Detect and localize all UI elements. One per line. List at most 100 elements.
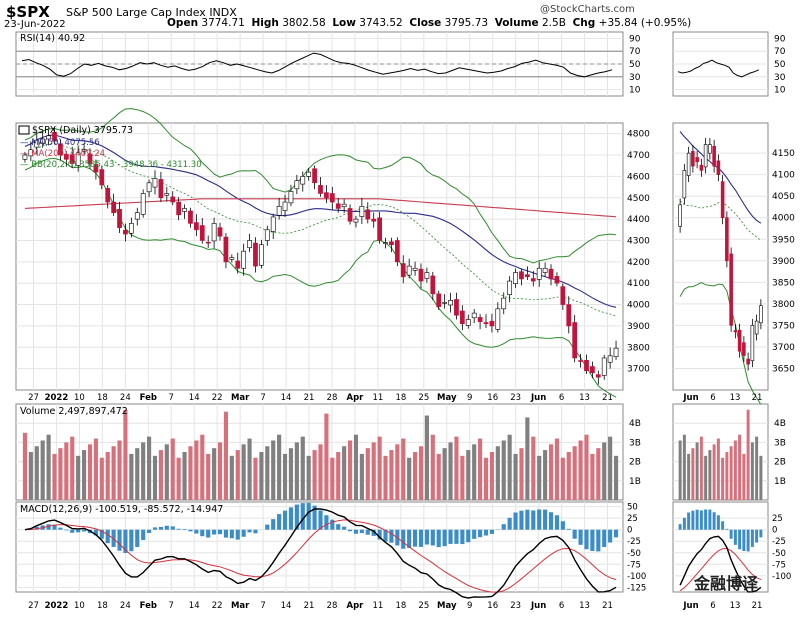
macd-histogram-bar	[389, 529, 394, 543]
zoom-price-tick-label: 3650	[772, 364, 795, 374]
zoom-price-tick-label: 4000	[772, 214, 795, 224]
candle-body	[217, 227, 223, 237]
candle-body	[554, 276, 560, 284]
candle-body	[471, 312, 477, 319]
price-tick-label: 4600	[627, 172, 650, 182]
candle-body	[134, 212, 140, 220]
price-tick-label: 4300	[627, 236, 650, 246]
zoom-macd-histogram-bar	[678, 524, 682, 530]
zoom-price-tick-label: 4100	[772, 171, 795, 181]
zoom-price-tick-label: 3700	[772, 343, 795, 353]
volume-bar	[543, 450, 548, 500]
price-x-tick-label: Feb	[140, 393, 157, 403]
quote-line: Open 3774.71 High 3802.58 Low 3743.52 Cl…	[167, 17, 692, 29]
volume-bar	[513, 453, 518, 500]
zoom-volume-bar	[746, 409, 750, 500]
volume-bar	[105, 452, 110, 500]
macd-histogram-bar	[454, 529, 459, 544]
price-x-tick-label: 7	[260, 393, 265, 403]
macd-x-tick-label: 25	[418, 601, 429, 611]
price-x-tick-label: 14	[189, 393, 200, 403]
candle-body	[513, 272, 518, 284]
volume-bar	[608, 436, 613, 500]
price-tick-label: 4000	[627, 301, 650, 311]
volume-bar	[259, 452, 264, 500]
volume-bar	[537, 455, 542, 500]
macd-histogram-bar	[152, 527, 158, 530]
rsi-line	[21, 52, 613, 78]
macd-histogram-bar	[602, 529, 607, 547]
volume-bar	[495, 446, 500, 500]
volume-bar	[141, 442, 146, 500]
zoom-macd-tick-label: -50	[772, 549, 786, 559]
zoom-candle-body	[703, 144, 708, 168]
macd-histogram-bar	[566, 528, 571, 530]
zoom-macd-histogram-bar	[691, 510, 695, 530]
volume-bar	[489, 452, 494, 500]
price-x-tick-label: Mar	[231, 393, 250, 403]
zoom-volume-bar	[704, 455, 708, 500]
macd-histogram-bar	[365, 529, 370, 535]
macd-x-tick-label: 6	[559, 601, 564, 611]
macd-histogram-bar	[58, 527, 63, 530]
candle-body	[152, 178, 158, 188]
candle-body	[335, 203, 341, 209]
candle-body	[400, 263, 406, 278]
volume-bar	[170, 438, 175, 500]
candle-body	[495, 308, 501, 330]
macd-histogram-bar	[52, 524, 57, 530]
volume-bar	[554, 438, 560, 500]
macd-histogram-bar	[282, 510, 288, 530]
volume-bar	[584, 434, 589, 500]
volume-tick-label: 2B	[629, 458, 641, 468]
volume-bar	[182, 452, 187, 500]
candle-body	[353, 218, 359, 223]
ticker-name: S&P 500 Large Cap Index INDX	[66, 6, 237, 19]
macd-histogram-bar	[212, 529, 217, 535]
volume-bar	[223, 411, 228, 500]
candle-body	[123, 229, 128, 235]
copyright-notice[interactable]: @StockCharts.com	[540, 4, 635, 15]
candle-body	[590, 366, 595, 374]
zoom-macd-histogram-bar	[733, 529, 737, 545]
volume-bar	[46, 434, 51, 500]
rsi-tick-label: 70	[629, 47, 641, 57]
zoom-volume-bar	[750, 442, 754, 500]
candle-body	[430, 275, 436, 295]
volume-bar	[472, 444, 477, 500]
macd-x-tick-label: 16	[487, 601, 498, 611]
candle-body	[329, 193, 335, 203]
macd-histogram-bar	[543, 509, 548, 530]
macd-x-tick-label: 24	[120, 601, 131, 611]
volume-bar	[347, 440, 353, 500]
volume-bar	[353, 434, 359, 500]
zoom-candle-body	[686, 152, 691, 176]
zoom-volume-bar	[759, 455, 763, 500]
candle-body	[459, 310, 465, 325]
zoom-volume-bar	[708, 450, 712, 500]
macd-histogram-bar	[194, 529, 199, 534]
volume-bar	[572, 446, 577, 500]
volume-bar	[401, 438, 406, 500]
macd-histogram-bar	[596, 529, 601, 552]
candle-body	[223, 236, 229, 263]
price-x-tick-label: 6	[559, 393, 564, 403]
macd-histogram-bar	[554, 515, 560, 530]
volume-bar	[253, 457, 258, 500]
macd-x-tick-label: 28	[327, 601, 338, 611]
macd-histogram-bar	[271, 519, 276, 530]
zoom-volume-tick-label: 1B	[774, 477, 786, 487]
ma200-line	[24, 198, 617, 218]
volume-bar	[288, 448, 294, 500]
candle-legend-icon	[18, 125, 30, 135]
macd-histogram-bar	[519, 510, 524, 530]
rsi-tick-label: 10	[629, 86, 641, 96]
macd-histogram-bar	[170, 526, 175, 530]
candle-body	[365, 209, 371, 220]
volume-bar	[578, 440, 583, 500]
macd-histogram-bar	[324, 515, 329, 530]
volume-bar	[377, 436, 382, 500]
price-x-tick-label: 27	[28, 393, 39, 403]
candle-body	[595, 374, 601, 378]
macd-histogram-bar	[300, 503, 305, 530]
